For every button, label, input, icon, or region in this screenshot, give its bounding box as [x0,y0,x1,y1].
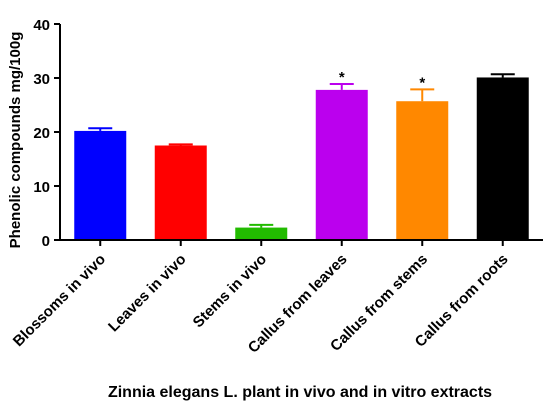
y-ticks-group: 0 10 20 30 40 [33,17,60,250]
y-tick-label: 0 [42,233,50,250]
significance-markers-group: * * [339,69,426,91]
bar [235,227,288,240]
bar [154,145,207,240]
significance-marker: * [339,69,345,86]
x-tick-label: Blossoms in vivo [10,251,109,350]
y-tick-label: 40 [33,17,50,34]
x-tick-label: Leaves in vivo [105,251,190,336]
significance-marker: * [419,74,425,91]
bar [74,130,127,240]
bar [396,101,449,240]
bar [315,89,368,240]
y-tick-label: 30 [33,71,50,88]
bar [476,77,529,241]
y-tick-label: 10 [33,179,50,196]
error-bars-group [88,73,515,228]
x-tick-label: Stems in vivo [190,251,270,331]
x-axis-label: Zinnia elegans L. plant in vivo and in v… [108,384,492,401]
bars-group [74,77,529,241]
y-tick-label: 20 [33,125,50,142]
y-axis-label: Phenolic compounds mg/100g [7,32,24,249]
